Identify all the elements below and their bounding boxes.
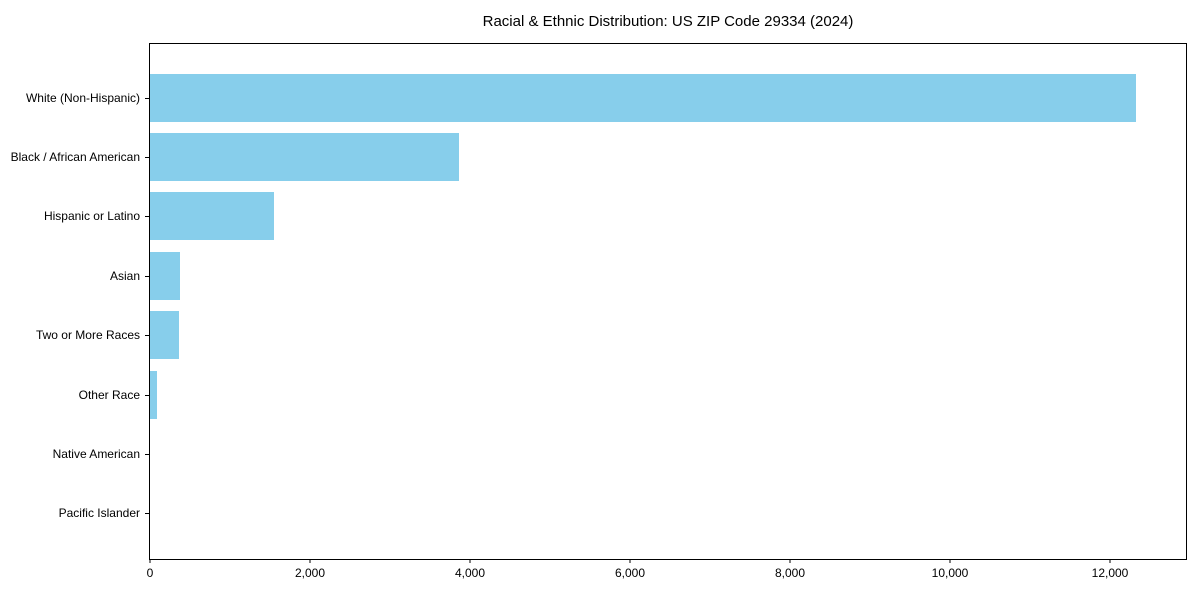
y-axis-tick <box>145 216 149 218</box>
x-axis-tick <box>789 559 791 563</box>
x-axis-tick-label: 6,000 <box>614 566 646 580</box>
x-axis-tick <box>149 559 151 563</box>
y-axis-label: Black / African American <box>10 150 140 165</box>
x-axis-tick-label: 10,000 <box>931 566 969 580</box>
bar-row: Pacific Islander <box>59 484 1186 543</box>
y-axis-label: Two or More Races <box>35 328 140 343</box>
y-axis-label: Native American <box>52 446 140 461</box>
x-axis-tick <box>629 559 631 563</box>
bars-container: White (Non-Hispanic) Black / African Amer… <box>11 44 1186 559</box>
y-axis-tick <box>145 157 149 159</box>
bar-row: Native American <box>53 424 1186 483</box>
bar-row: Asian <box>110 246 1186 305</box>
y-axis-label: Pacific Islander <box>58 506 140 521</box>
bar <box>150 133 459 182</box>
y-axis-label: Other Race <box>78 387 140 402</box>
x-axis-tick <box>1109 559 1111 563</box>
bar <box>150 192 274 241</box>
bar-row: White (Non-Hispanic) <box>26 68 1186 127</box>
y-axis-tick <box>145 97 149 99</box>
x-axis-tick <box>309 559 311 563</box>
bar <box>150 370 157 419</box>
bar-row: Two or More Races <box>36 306 1186 365</box>
x-axis-tick-label: 2,000 <box>294 566 326 580</box>
plot-area: White (Non-Hispanic) Black / African Amer… <box>11 43 1187 580</box>
y-axis-tick <box>145 513 149 515</box>
bar <box>150 251 181 300</box>
x-axis-tick-label: 8,000 <box>774 566 806 580</box>
y-axis-tick <box>145 394 149 396</box>
bar <box>150 311 179 360</box>
x-axis-tick <box>949 559 951 563</box>
y-axis-label: Asian <box>109 268 140 283</box>
x-axis-tick-label: 0 <box>146 566 154 580</box>
y-axis-tick <box>145 275 149 277</box>
chart-title: Racial & Ethnic Distribution: US ZIP Cod… <box>482 13 854 30</box>
bar-row: Hispanic or Latino <box>44 187 1186 246</box>
bar-row: Black / African American <box>11 127 1186 186</box>
x-axis-tick <box>469 559 471 563</box>
y-axis-label: Hispanic or Latino <box>43 209 140 224</box>
y-axis-tick <box>145 453 149 455</box>
x-axis-tick-label: 4,000 <box>454 566 486 580</box>
bar-row: Other Race <box>79 365 1186 424</box>
x-axis-tick-label: 12,000 <box>1091 566 1129 580</box>
bar <box>150 73 1136 122</box>
y-axis-tick <box>145 335 149 337</box>
y-axis-label: White (Non-Hispanic) <box>25 90 140 105</box>
